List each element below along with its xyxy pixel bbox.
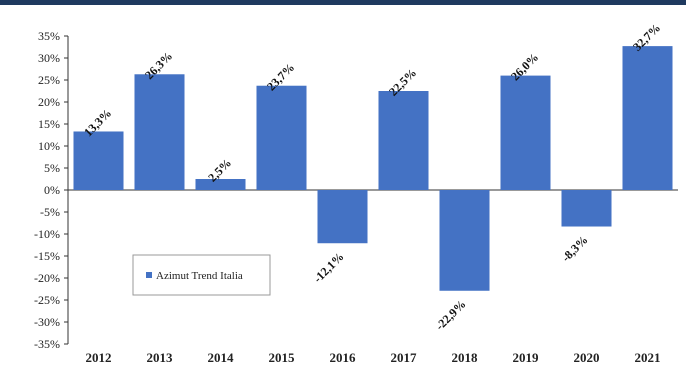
y-tick-label: 30%: [38, 51, 60, 65]
legend: Azimut Trend Italia: [132, 254, 271, 296]
y-tick-label: -25%: [34, 293, 60, 307]
bar-2020: [561, 190, 612, 227]
top-border: [0, 0, 686, 5]
x-tick-label: 2017: [391, 350, 418, 365]
bar-2018: [439, 190, 490, 291]
x-tick-label: 2019: [513, 350, 540, 365]
legend-box: [132, 254, 271, 296]
bar-2014: [195, 179, 246, 190]
bar-2016: [317, 190, 368, 244]
y-tick-label: 25%: [38, 73, 60, 87]
y-tick-label: 0%: [44, 183, 60, 197]
y-tick-label: 15%: [38, 117, 60, 131]
legend-label: Azimut Trend Italia: [156, 270, 243, 282]
y-tick-label: 35%: [38, 29, 60, 43]
data-label-2020: -8,3%: [559, 233, 591, 265]
bar-2013: [134, 74, 185, 190]
bar-2017: [378, 91, 429, 190]
bar-2021: [622, 46, 673, 191]
bar-2012: [73, 131, 124, 190]
x-tick-label: 2013: [147, 350, 174, 365]
y-tick-label: 20%: [38, 95, 60, 109]
y-tick-label: 10%: [38, 139, 60, 153]
axes: 35% 30% 25% 20% 15% 10% 5% 0% -5% -10% -15% -20% -25…: [34, 29, 678, 365]
x-tick-label: 2014: [208, 350, 235, 365]
x-tick-label: 2021: [635, 350, 661, 365]
y-tick-label: -15%: [34, 249, 60, 263]
data-label-2016: -12,1%: [311, 249, 347, 285]
x-tick-label: 2018: [452, 350, 479, 365]
x-tick-label: 2015: [269, 350, 296, 365]
bar-2019: [500, 75, 551, 190]
x-tick-label: 2016: [330, 350, 357, 365]
y-tick-label: -30%: [34, 315, 60, 329]
legend-swatch: [146, 272, 152, 278]
y-tick-label: 5%: [44, 161, 60, 175]
data-label-2018: -22,9%: [433, 297, 469, 333]
x-tick-label: 2020: [574, 350, 600, 365]
y-tick-label: -10%: [34, 227, 60, 241]
y-tick-label: -35%: [34, 337, 60, 351]
y-tick-label: -20%: [34, 271, 60, 285]
x-tick-label: 2012: [86, 350, 112, 365]
y-tick-label: -5%: [40, 205, 60, 219]
bars: [73, 46, 673, 291]
bar-2015: [256, 85, 307, 190]
